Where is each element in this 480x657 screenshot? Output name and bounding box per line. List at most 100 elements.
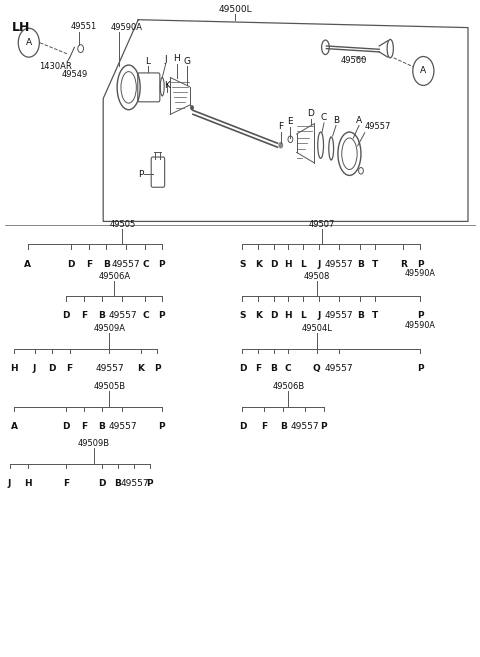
- Text: B: B: [333, 116, 339, 125]
- Text: 49505: 49505: [109, 219, 135, 229]
- Text: D: D: [67, 260, 75, 269]
- Text: B: B: [270, 364, 277, 373]
- Text: L: L: [300, 311, 306, 321]
- Text: H: H: [173, 54, 180, 63]
- Text: C: C: [321, 113, 327, 122]
- Text: B: B: [98, 422, 105, 431]
- Text: R: R: [400, 260, 407, 269]
- Text: D: D: [239, 364, 246, 373]
- Text: P: P: [417, 260, 423, 269]
- Text: J: J: [8, 479, 12, 488]
- Text: P: P: [154, 364, 161, 373]
- Text: 49557: 49557: [365, 122, 391, 131]
- Text: B: B: [98, 311, 105, 321]
- Text: D: D: [62, 311, 70, 321]
- Text: H: H: [11, 364, 18, 373]
- Circle shape: [190, 105, 194, 110]
- Text: F: F: [67, 364, 72, 373]
- Text: B: B: [114, 479, 121, 488]
- Text: F: F: [255, 364, 261, 373]
- Text: 49557: 49557: [108, 422, 137, 431]
- Text: F: F: [262, 422, 267, 431]
- Text: H: H: [284, 260, 292, 269]
- Text: J: J: [317, 260, 321, 269]
- Text: S: S: [239, 260, 246, 269]
- Text: 49500L: 49500L: [218, 5, 252, 14]
- Text: 49504L: 49504L: [301, 324, 332, 333]
- Text: C: C: [142, 311, 149, 321]
- Text: F: F: [81, 311, 87, 321]
- Text: E: E: [288, 117, 293, 126]
- Text: 49506A: 49506A: [98, 271, 130, 281]
- Text: 49590A: 49590A: [110, 22, 143, 32]
- Text: 49557: 49557: [112, 260, 141, 269]
- Text: F: F: [63, 479, 69, 488]
- Circle shape: [278, 142, 283, 148]
- Text: P: P: [158, 422, 165, 431]
- Text: P: P: [146, 479, 153, 488]
- Text: J: J: [33, 364, 36, 373]
- Text: H: H: [284, 311, 292, 321]
- Text: K: K: [137, 364, 144, 373]
- Text: D: D: [62, 422, 70, 431]
- Text: B: B: [357, 311, 364, 321]
- Text: B: B: [103, 260, 109, 269]
- Text: A: A: [420, 66, 426, 76]
- Text: 49505B: 49505B: [94, 382, 125, 391]
- Text: 49509B: 49509B: [78, 439, 109, 448]
- Text: F: F: [86, 260, 92, 269]
- Text: J: J: [164, 55, 167, 64]
- Text: 49551: 49551: [71, 22, 97, 31]
- Text: L: L: [300, 260, 306, 269]
- Text: B: B: [280, 422, 287, 431]
- Text: F: F: [278, 122, 283, 131]
- Text: K: K: [255, 311, 262, 321]
- Text: B: B: [357, 260, 364, 269]
- Text: 49549: 49549: [61, 70, 88, 79]
- Text: K: K: [255, 260, 262, 269]
- Text: D: D: [239, 422, 246, 431]
- Text: A: A: [356, 116, 362, 125]
- Text: P: P: [320, 422, 327, 431]
- Text: 49590A: 49590A: [405, 321, 435, 330]
- Text: 49508: 49508: [304, 271, 330, 281]
- Text: H: H: [24, 479, 32, 488]
- Text: A: A: [11, 422, 18, 431]
- Text: T: T: [372, 311, 379, 321]
- Text: P: P: [417, 364, 423, 373]
- Text: A: A: [26, 38, 32, 47]
- Text: 49509A: 49509A: [94, 324, 125, 333]
- Text: 49557: 49557: [291, 422, 320, 431]
- Text: D: D: [98, 479, 106, 488]
- Text: P: P: [138, 170, 143, 179]
- Text: P: P: [158, 260, 165, 269]
- Text: K: K: [164, 81, 170, 91]
- Text: P: P: [417, 311, 423, 321]
- Text: F: F: [81, 422, 87, 431]
- Text: G: G: [184, 57, 191, 66]
- Text: Q: Q: [313, 364, 321, 373]
- Text: LH: LH: [12, 21, 30, 34]
- Text: D: D: [48, 364, 56, 373]
- Text: T: T: [372, 260, 379, 269]
- Text: 49557: 49557: [120, 479, 149, 488]
- Text: D: D: [270, 311, 277, 321]
- Text: 1430AR: 1430AR: [39, 62, 72, 72]
- Text: P: P: [158, 311, 165, 321]
- Text: D: D: [308, 109, 314, 118]
- Text: 49590A: 49590A: [405, 269, 435, 279]
- Text: 49506B: 49506B: [272, 382, 305, 391]
- Text: S: S: [239, 311, 246, 321]
- Text: J: J: [317, 311, 321, 321]
- Text: L: L: [145, 57, 150, 66]
- Text: A: A: [24, 260, 31, 269]
- Text: 49557: 49557: [95, 364, 124, 373]
- Text: 49557: 49557: [324, 260, 353, 269]
- Text: C: C: [285, 364, 291, 373]
- Text: C: C: [142, 260, 149, 269]
- Text: 49507: 49507: [309, 219, 335, 229]
- Text: 49557: 49557: [324, 364, 353, 373]
- Text: 49560: 49560: [341, 56, 367, 65]
- Text: 49557: 49557: [108, 311, 137, 321]
- Text: D: D: [270, 260, 277, 269]
